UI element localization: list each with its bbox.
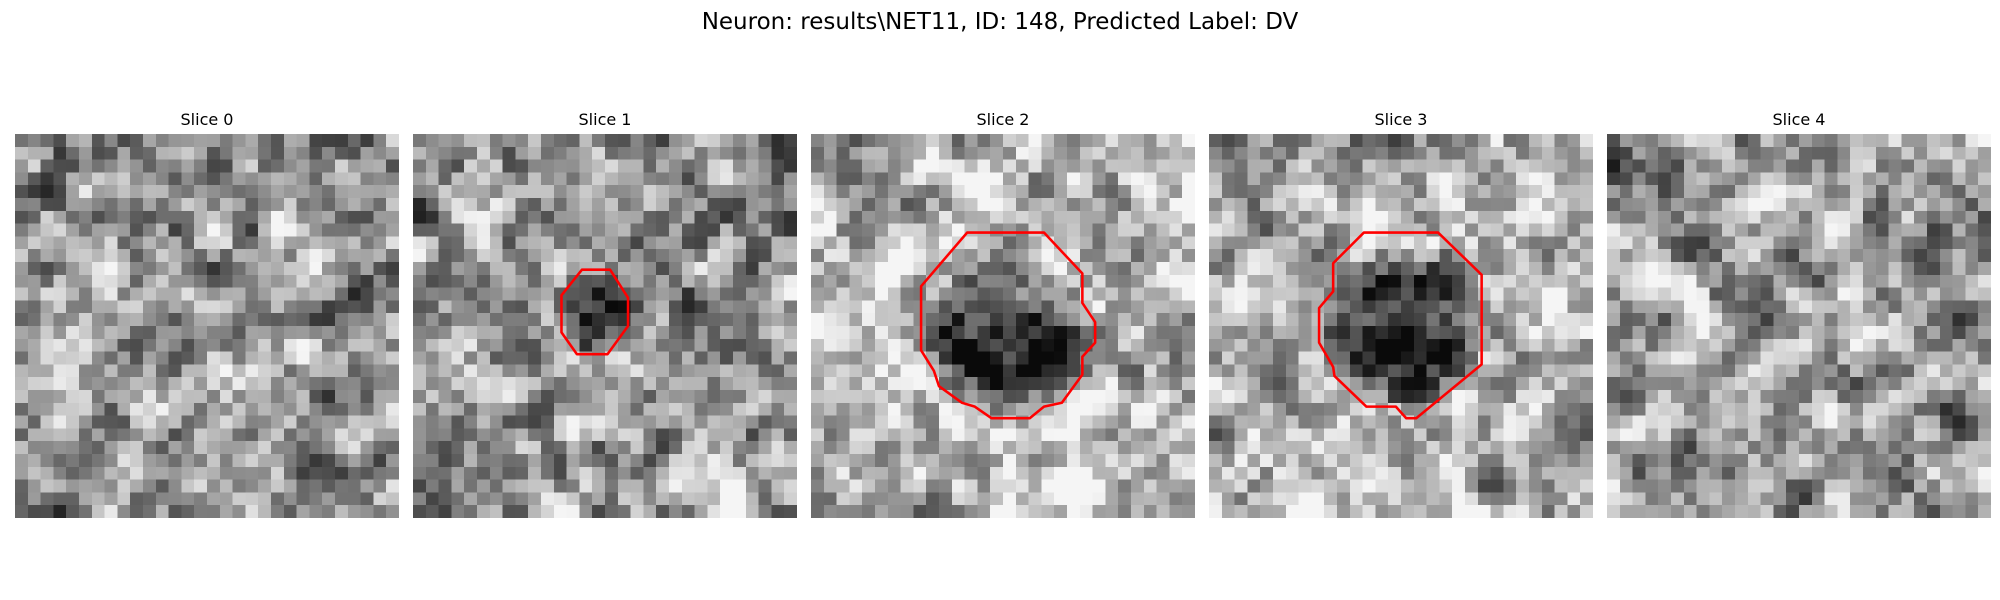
figure-title: Neuron: results\NET11, ID: 148, Predicte… [701,9,1299,35]
slice-title: Slice 1 [578,110,632,129]
slice-image [811,134,1195,518]
contour-overlay [15,134,399,518]
neuron-contour [919,231,1097,420]
slice-title: Slice 0 [180,110,234,129]
slice-panel-4: Slice 4 [1607,110,1991,518]
slice-image [1209,134,1593,518]
neuron-contour [560,268,630,356]
contour-overlay [1317,231,1483,420]
slice-panel-2: Slice 2 [811,110,1195,518]
slice-image [1607,134,1991,518]
neuron-contour [1317,231,1483,420]
slice-title: Slice 2 [976,110,1030,129]
slice-title: Slice 3 [1374,110,1428,129]
slice-panel-1: Slice 1 [413,110,797,518]
slice-panel-3: Slice 3 [1209,110,1593,518]
slice-image [15,134,399,518]
contour-overlay [560,268,630,356]
slice-title: Slice 4 [1772,110,1826,129]
slice-image [413,134,797,518]
contour-overlay [1607,134,1991,518]
contour-overlay [919,231,1097,420]
slice-panel-0: Slice 0 [15,110,399,518]
